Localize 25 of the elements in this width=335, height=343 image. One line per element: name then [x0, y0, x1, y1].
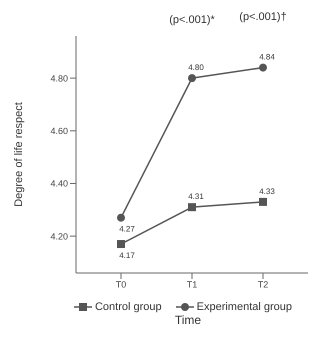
y-tick-label: 4.80: [50, 73, 68, 84]
point: [188, 203, 196, 212]
data-label: 4.31: [188, 192, 204, 202]
text: (p<.001)*: [168, 14, 216, 26]
y-tick-label: 4.40: [50, 178, 68, 189]
data-label: 4.84: [259, 52, 276, 62]
legend-label: Experimental group: [196, 301, 292, 313]
point: [117, 214, 125, 222]
x-axis-title: Time: [174, 313, 202, 327]
y-axis-title: Degree of life respect: [12, 102, 25, 207]
text: (p<.001)†: [238, 11, 288, 23]
data-label: 4.33: [259, 186, 276, 196]
point: [259, 198, 267, 206]
x-tick-label: T2: [258, 279, 268, 290]
y-tick-label: 4.20: [50, 231, 68, 242]
x-tick-label: T1: [186, 279, 198, 290]
y-tick-label: 4.60: [50, 126, 68, 136]
x-tick-label: T0: [116, 279, 126, 290]
legend-label: Control group: [94, 301, 162, 313]
point: [188, 74, 196, 82]
data-label: 4.80: [188, 63, 204, 72]
data-label: 4.27: [119, 224, 136, 234]
point: [259, 64, 267, 72]
point: [117, 240, 125, 248]
data-label: 4.17: [119, 251, 136, 260]
